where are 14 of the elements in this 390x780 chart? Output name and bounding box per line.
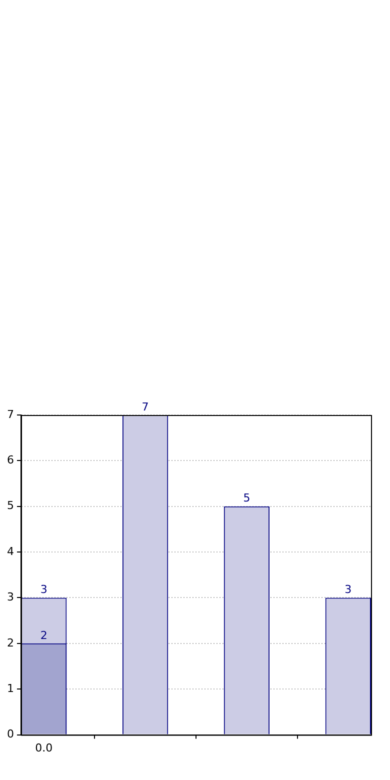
y-tick-label: 3 [7,590,14,604]
y-tick-label: 1 [7,682,14,695]
y-tick-label: 0 [7,728,14,741]
y-tick-label: 5 [7,499,14,512]
data-label: 5 [243,492,250,505]
y-tick-label: 4 [7,544,14,558]
y-tick-label: 6 [7,454,14,467]
x-tick-label: 0.0 [35,741,53,754]
data-label: 3 [344,583,352,596]
data-label: 7 [142,400,149,414]
data-label: 2 [40,628,48,642]
data-label: 3 [40,583,48,596]
y-tick-label: 2 [7,636,14,650]
y-tick-label: 7 [7,408,14,421]
